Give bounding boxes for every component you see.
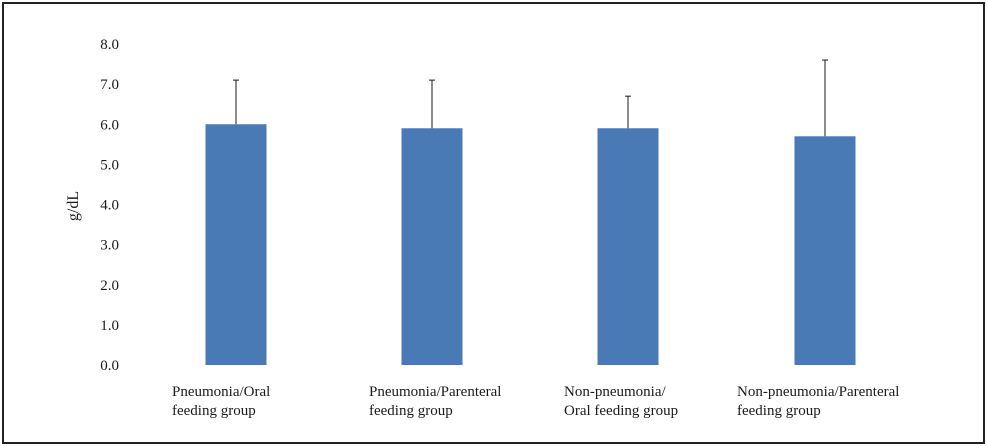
bar bbox=[401, 128, 463, 365]
y-tick-label: 4.0 bbox=[100, 198, 119, 214]
y-tick-label: 0.0 bbox=[100, 358, 119, 374]
x-category-label: Pneumonia/Parenteral feeding group bbox=[369, 384, 501, 419]
bar bbox=[597, 128, 659, 365]
y-tick-label: 1.0 bbox=[100, 318, 119, 334]
y-axis-label: g/dL bbox=[65, 191, 82, 221]
y-tick-label: 5.0 bbox=[100, 157, 119, 173]
y-tick-label: 7.0 bbox=[100, 77, 119, 93]
y-tick-label: 6.0 bbox=[100, 117, 119, 133]
bar bbox=[794, 136, 856, 365]
y-tick-label: 2.0 bbox=[100, 278, 119, 294]
y-tick-label: 3.0 bbox=[100, 238, 119, 254]
y-tick-label: 8.0 bbox=[100, 37, 119, 53]
x-category-label: Non-pneumonia/Parenteral feeding group bbox=[737, 384, 899, 419]
x-category-label: Non-pneumonia/Oral feeding group bbox=[564, 384, 678, 419]
x-category-label: Pneumonia/Oral feeding group bbox=[172, 384, 270, 419]
bar bbox=[205, 124, 267, 365]
